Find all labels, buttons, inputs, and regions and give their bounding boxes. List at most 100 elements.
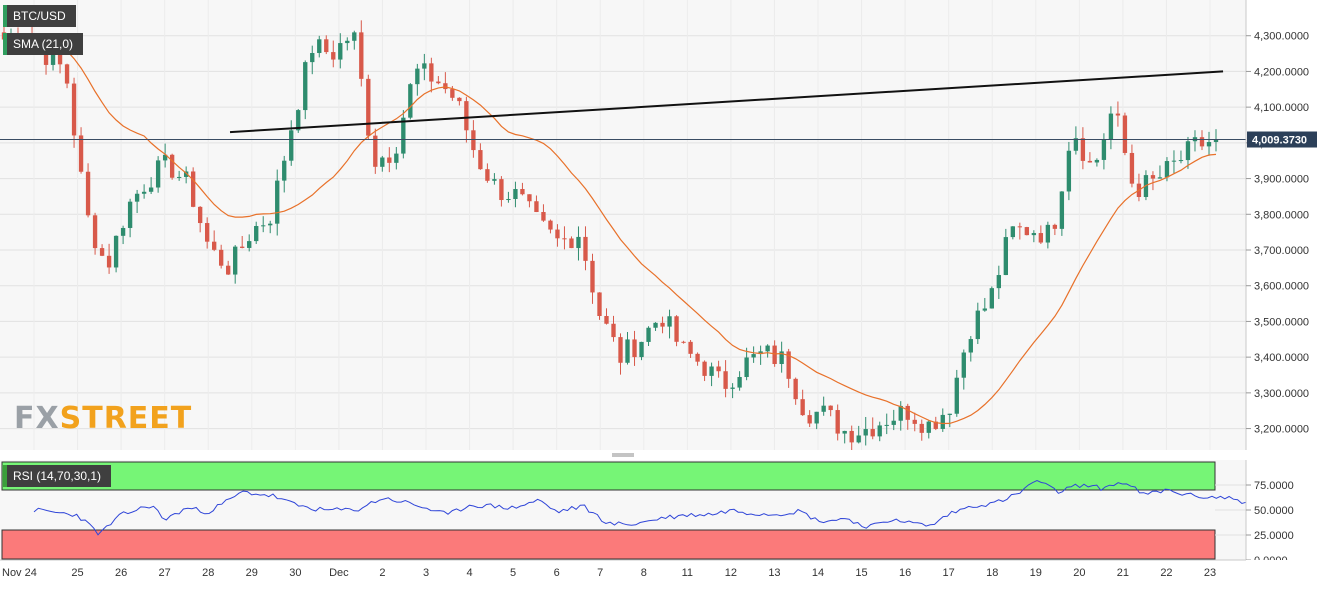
candle-body — [485, 169, 490, 181]
candle-body — [912, 419, 917, 424]
candle-body — [113, 235, 119, 268]
price-tick-label: 4,100.0000 — [1254, 102, 1309, 114]
rsi-tick-label: 75.0000 — [1254, 480, 1294, 492]
candle-body — [828, 405, 833, 411]
candle — [1017, 222, 1023, 240]
candle — [422, 53, 427, 81]
candle — [527, 194, 532, 208]
candle — [303, 60, 308, 120]
time-tick-label: Nov 24 — [2, 567, 37, 579]
candle-body — [590, 260, 595, 293]
candle-body — [331, 52, 336, 60]
candle — [1031, 230, 1037, 243]
price-axis — [1246, 0, 1331, 450]
candle — [989, 286, 994, 309]
candle-body — [240, 246, 245, 248]
candle-body — [730, 387, 735, 389]
candle-body — [1052, 224, 1058, 229]
candle-body — [863, 429, 868, 436]
time-tick-label: 29 — [246, 567, 258, 579]
candle — [632, 330, 637, 366]
candle-body — [653, 322, 658, 328]
rsi-line — [33, 480, 1311, 536]
candle — [134, 189, 140, 214]
candle-body — [520, 189, 525, 195]
candle — [912, 412, 917, 432]
time-tick-label: 5 — [510, 567, 516, 579]
candle-body — [751, 354, 756, 358]
candle-body — [1115, 113, 1121, 116]
candle — [1199, 130, 1205, 151]
candle-body — [877, 425, 882, 437]
candle-body — [289, 130, 294, 161]
candle-body — [1122, 115, 1128, 153]
time-tick-label: 2 — [379, 567, 385, 579]
candle — [366, 74, 371, 140]
candle — [961, 349, 966, 390]
time-axis — [0, 560, 1331, 584]
candle-body — [772, 345, 777, 365]
candle — [457, 97, 462, 106]
candle-body — [562, 238, 567, 240]
watermark: FXSTREET — [14, 401, 192, 436]
candle — [64, 63, 70, 89]
candle — [464, 96, 469, 143]
candle-body — [92, 215, 98, 249]
candle-body — [884, 424, 889, 426]
price-tick-label: 3,900.0000 — [1254, 174, 1309, 186]
candle — [254, 221, 259, 244]
candle-body — [1038, 233, 1044, 243]
candle-body — [744, 357, 749, 378]
candle — [583, 226, 588, 271]
candle-body — [842, 430, 847, 434]
candle-body — [569, 238, 574, 249]
candle-body — [169, 154, 175, 178]
time-tick-label: 11 — [682, 567, 693, 579]
candle — [1157, 165, 1163, 179]
candle — [190, 167, 196, 208]
candle — [751, 346, 756, 363]
candle-body — [408, 84, 413, 118]
candle — [702, 360, 707, 382]
candle-body — [1101, 139, 1107, 160]
candle-body — [324, 39, 329, 53]
candle — [373, 128, 378, 174]
symbol-label[interactable]: BTC/USD — [3, 5, 76, 27]
candle — [71, 77, 77, 148]
candle-body — [1003, 237, 1008, 276]
candle-body — [99, 248, 105, 256]
candle — [548, 219, 553, 234]
price-tick-label: 4,300.0000 — [1254, 31, 1309, 43]
candle — [947, 413, 952, 428]
candle-body — [499, 179, 504, 201]
candle-body — [513, 189, 518, 199]
price-tick-label: 3,600.0000 — [1254, 281, 1309, 293]
sma-indicator-label[interactable]: SMA (21,0) — [3, 33, 84, 55]
candle — [247, 234, 252, 252]
candle — [296, 108, 301, 133]
candle — [310, 45, 315, 75]
candle — [604, 308, 609, 325]
candle-body — [190, 171, 196, 207]
candle — [1108, 106, 1114, 150]
candle-body — [303, 62, 308, 111]
candle-body — [709, 366, 714, 376]
candle-body — [310, 53, 315, 63]
candle — [870, 417, 875, 440]
time-axis-labels: Nov 24 25 26 27 28 29 30 Dec 2 3 4 5 6 7 8 11 12 13 14 15 16… — [2, 567, 1216, 579]
candle-body — [212, 241, 217, 250]
candle — [324, 35, 329, 55]
candle-body — [870, 429, 875, 437]
candle — [821, 396, 826, 416]
candle-body — [422, 63, 427, 69]
rsi-indicator-label[interactable]: RSI (14,70,30,1) — [3, 465, 112, 487]
candle-body — [737, 377, 742, 388]
candle-body — [968, 339, 973, 353]
candle-body — [695, 353, 700, 362]
candle — [611, 315, 616, 342]
candle — [1024, 226, 1030, 236]
candle-body — [646, 327, 651, 342]
time-tick-label: 8 — [641, 567, 647, 579]
price-tick-label: 3,500.0000 — [1254, 316, 1309, 328]
